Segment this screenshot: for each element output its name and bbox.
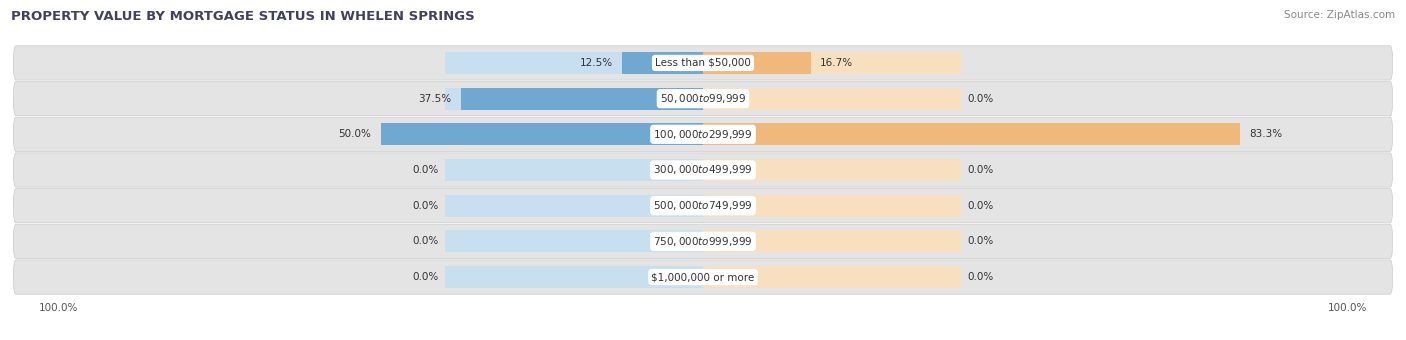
Text: 0.0%: 0.0% — [412, 201, 439, 211]
Bar — [381, 123, 703, 146]
Bar — [446, 123, 703, 146]
Bar — [703, 52, 811, 74]
Bar — [703, 123, 1240, 146]
Text: $50,000 to $99,999: $50,000 to $99,999 — [659, 92, 747, 105]
Text: 0.0%: 0.0% — [412, 165, 439, 175]
Bar — [623, 52, 703, 74]
Bar — [446, 266, 703, 288]
Text: 37.5%: 37.5% — [419, 94, 451, 104]
Bar — [703, 123, 960, 146]
Text: 0.0%: 0.0% — [967, 94, 994, 104]
FancyBboxPatch shape — [14, 260, 1392, 294]
Text: $300,000 to $499,999: $300,000 to $499,999 — [654, 164, 752, 176]
FancyBboxPatch shape — [14, 46, 1392, 80]
Text: 0.0%: 0.0% — [967, 272, 994, 282]
Text: 0.0%: 0.0% — [967, 236, 994, 246]
Text: 12.5%: 12.5% — [579, 58, 613, 68]
Text: 0.0%: 0.0% — [967, 201, 994, 211]
Bar — [446, 88, 703, 110]
Text: 50.0%: 50.0% — [339, 129, 371, 139]
Bar — [446, 52, 703, 74]
FancyBboxPatch shape — [14, 153, 1392, 187]
Text: $1,000,000 or more: $1,000,000 or more — [651, 272, 755, 282]
FancyBboxPatch shape — [14, 224, 1392, 258]
FancyBboxPatch shape — [14, 189, 1392, 223]
Bar — [446, 230, 703, 252]
FancyBboxPatch shape — [14, 82, 1392, 116]
Bar — [703, 266, 960, 288]
Text: 16.7%: 16.7% — [820, 58, 853, 68]
Text: $100,000 to $299,999: $100,000 to $299,999 — [654, 128, 752, 141]
Text: 83.3%: 83.3% — [1250, 129, 1282, 139]
Bar — [703, 52, 960, 74]
Text: $500,000 to $749,999: $500,000 to $749,999 — [654, 199, 752, 212]
Bar — [446, 194, 703, 217]
Text: 0.0%: 0.0% — [412, 236, 439, 246]
Bar — [446, 159, 703, 181]
Text: Source: ZipAtlas.com: Source: ZipAtlas.com — [1284, 10, 1395, 20]
Bar — [703, 159, 960, 181]
Text: 0.0%: 0.0% — [967, 165, 994, 175]
Text: PROPERTY VALUE BY MORTGAGE STATUS IN WHELEN SPRINGS: PROPERTY VALUE BY MORTGAGE STATUS IN WHE… — [11, 10, 475, 23]
Bar — [703, 88, 960, 110]
Bar — [703, 230, 960, 252]
Text: 0.0%: 0.0% — [412, 272, 439, 282]
Bar — [461, 88, 703, 110]
Bar — [703, 194, 960, 217]
Text: Less than $50,000: Less than $50,000 — [655, 58, 751, 68]
FancyBboxPatch shape — [14, 117, 1392, 151]
Text: $750,000 to $999,999: $750,000 to $999,999 — [654, 235, 752, 248]
